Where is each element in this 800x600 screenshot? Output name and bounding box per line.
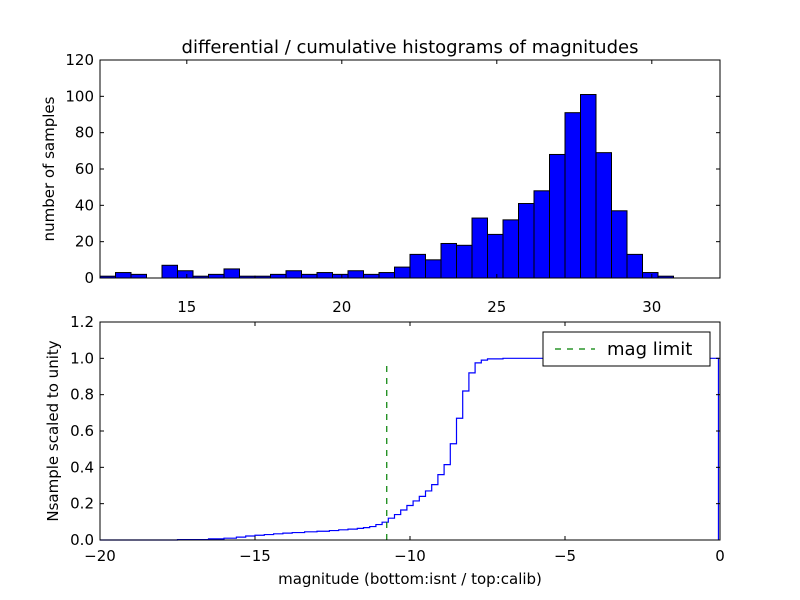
histogram-bar-31 — [580, 94, 597, 279]
histogram-bar-11 — [270, 273, 287, 279]
histogram-ytick-label: 120 — [65, 51, 94, 69]
histogram-bar-24 — [471, 217, 488, 279]
histogram-bar-33 — [611, 210, 628, 279]
cumulative-lines — [100, 357, 720, 541]
histogram-bar-15 — [332, 273, 349, 279]
histogram-bar-35 — [642, 272, 659, 279]
cumulative-ylabel: Nsample scaled to unity — [44, 340, 62, 521]
histogram-bar-17 — [363, 273, 380, 279]
histogram-ytick-label: 80 — [75, 124, 94, 142]
cumulative-axes: Nsample scaled to unity magnitude (botto… — [44, 313, 725, 588]
cumulative-plot-frame — [99, 321, 721, 541]
histogram-xtick-label: 15 — [177, 298, 196, 316]
histogram-bar-2 — [130, 273, 147, 279]
histogram-bar-30 — [564, 112, 581, 279]
legend-label-mag-limit: mag limit — [607, 339, 692, 360]
histogram-bar-22 — [440, 242, 457, 279]
cumulative-xtick-label: −10 — [394, 547, 426, 565]
cumulative-ytick-label: 0.8 — [70, 386, 94, 404]
cumulative-xlabel: magnitude (bottom:isnt / top:calib) — [278, 570, 542, 588]
histogram-bar-14 — [316, 272, 333, 279]
histogram-ytick-label: 60 — [75, 160, 94, 178]
histogram-bar-34 — [626, 253, 643, 279]
histogram-bar-12 — [285, 270, 302, 279]
histogram-bar-26 — [502, 219, 519, 279]
histogram-axes: differential / cumulative histograms of … — [40, 37, 721, 316]
histogram-bar-16 — [347, 270, 364, 279]
cumulative-ytick-label: 0.0 — [70, 531, 94, 549]
histogram-bar-25 — [487, 233, 504, 279]
histogram-ticks: 15 20 25 30 0 20 40 60 80 100 120 — [65, 51, 720, 316]
cumulative-ticks: −20 −15 −10 −5 0 0.0 0.2 0.4 0.6 0.8 1.0 1.2 — [70, 313, 725, 565]
histogram-bar-8 — [223, 268, 240, 279]
histogram-bar-28 — [533, 190, 550, 279]
cumulative-xtick-label: −20 — [84, 547, 116, 565]
cumulative-xtick-label: −15 — [239, 547, 271, 565]
histogram-xtick-label: 25 — [487, 298, 506, 316]
histogram-bar-27 — [518, 203, 535, 279]
histogram-bar-4 — [161, 264, 178, 279]
chart-title: differential / cumulative histograms of … — [182, 37, 639, 58]
histogram-bar-29 — [549, 153, 566, 279]
cumulative-ytick-label: 0.4 — [70, 458, 94, 476]
histogram-bar-7 — [208, 273, 225, 279]
histogram-plot-frame — [99, 59, 721, 279]
histogram-bar-5 — [177, 270, 194, 279]
histogram-ylabel: number of samples — [40, 96, 58, 241]
histogram-ytick-label: 40 — [75, 196, 94, 214]
histogram-ytick-label: 20 — [75, 233, 94, 251]
histogram-bar-32 — [595, 152, 612, 279]
legend-box — [542, 331, 711, 367]
cumulative-step-line — [100, 357, 720, 541]
histogram-ytick-label: 0 — [84, 269, 94, 287]
histogram-ytick-label: 100 — [65, 87, 94, 105]
cumulative-ytick-label: 1.0 — [70, 349, 94, 367]
cumulative-ytick-label: 1.2 — [70, 313, 94, 331]
legend: mag limit — [542, 331, 711, 367]
histogram-bar-21 — [425, 259, 442, 279]
histogram-bar-20 — [409, 253, 426, 279]
cumulative-ytick-label: 0.6 — [70, 422, 94, 440]
histogram-xtick-label: 20 — [332, 298, 351, 316]
cumulative-xtick-label: −5 — [554, 547, 576, 565]
histogram-bar-18 — [378, 272, 395, 279]
cumulative-xtick-label: 0 — [715, 547, 725, 565]
cumulative-ytick-label: 0.2 — [70, 495, 94, 513]
histogram-bar-13 — [301, 273, 318, 279]
histogram-xtick-label: 30 — [642, 298, 661, 316]
histogram-bar-23 — [456, 244, 473, 279]
histogram-bar-19 — [394, 266, 411, 279]
histogram-bar-1 — [115, 272, 132, 279]
